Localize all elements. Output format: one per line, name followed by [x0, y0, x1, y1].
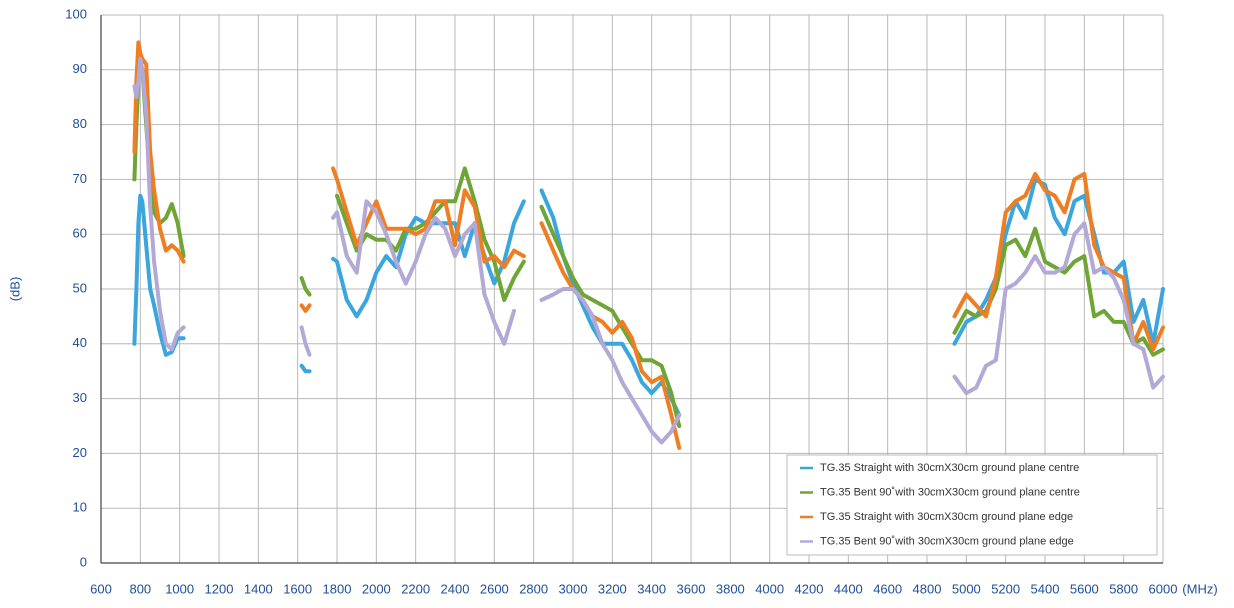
y-axis-label: (dB) [7, 277, 22, 302]
x-tick-label: 3600 [677, 581, 706, 596]
x-tick-label: 3400 [637, 581, 666, 596]
series-line [132, 40, 1165, 450]
x-tick-label: 1600 [283, 581, 312, 596]
x-tick-label: 2000 [362, 581, 391, 596]
x-tick-label: 2400 [441, 581, 470, 596]
x-tick-label: 3200 [598, 581, 627, 596]
x-tick-label: 2600 [480, 581, 509, 596]
x-tick-label: 5000 [952, 581, 981, 596]
x-tick-label: 1000 [165, 581, 194, 596]
x-tick-label: 5600 [1070, 581, 1099, 596]
x-tick-label: 4200 [795, 581, 824, 596]
x-tick-label: 4400 [834, 581, 863, 596]
x-tick-label: 5200 [991, 581, 1020, 596]
x-tick-label: 4600 [873, 581, 902, 596]
series-line [132, 62, 1165, 428]
x-tick-label: 2800 [519, 581, 548, 596]
x-tick-label: 1400 [244, 581, 273, 596]
x-tick-label: 5400 [1031, 581, 1060, 596]
y-tick-label: 20 [73, 445, 87, 460]
y-tick-label: 80 [73, 116, 87, 131]
legend-box [786, 454, 1158, 556]
x-tick-label: 800 [129, 581, 151, 596]
x-axis-label: (MHz) [1182, 581, 1217, 596]
x-tick-label: 5800 [1109, 581, 1138, 596]
x-tick-label: 600 [90, 581, 112, 596]
series-line [132, 56, 1165, 445]
x-tick-label: 3000 [559, 581, 588, 596]
y-tick-label: 10 [73, 500, 87, 515]
legend-label: TG.35 Bent 90˚with 30cmX30cm ground plan… [820, 486, 1080, 498]
legend-label: TG.35 Bent 90˚with 30cmX30cm ground plan… [820, 535, 1074, 547]
x-tick-label: 1800 [323, 581, 352, 596]
legend-label: TG.35 Straight with 30cmX30cm ground pla… [820, 511, 1073, 523]
x-tick-label: 2200 [401, 581, 430, 596]
y-tick-label: 0 [80, 554, 87, 569]
y-tick-label: 70 [73, 171, 87, 186]
x-tick-label: 6000 [1149, 581, 1178, 596]
y-tick-label: 60 [73, 226, 87, 241]
y-tick-label: 30 [73, 390, 87, 405]
x-tick-label: 3800 [716, 581, 745, 596]
y-tick-label: 40 [73, 335, 87, 350]
y-tick-label: 100 [65, 6, 87, 21]
legend-label: TG.35 Straight with 30cmX30cm ground pla… [820, 462, 1079, 474]
y-tick-label: 90 [73, 61, 87, 76]
x-tick-label: 1200 [205, 581, 234, 596]
legend: TG.35 Straight with 30cmX30cm ground pla… [786, 454, 1158, 556]
x-tick-label: 4800 [913, 581, 942, 596]
y-tick-label: 50 [73, 280, 87, 295]
x-tick-label: 4000 [755, 581, 784, 596]
